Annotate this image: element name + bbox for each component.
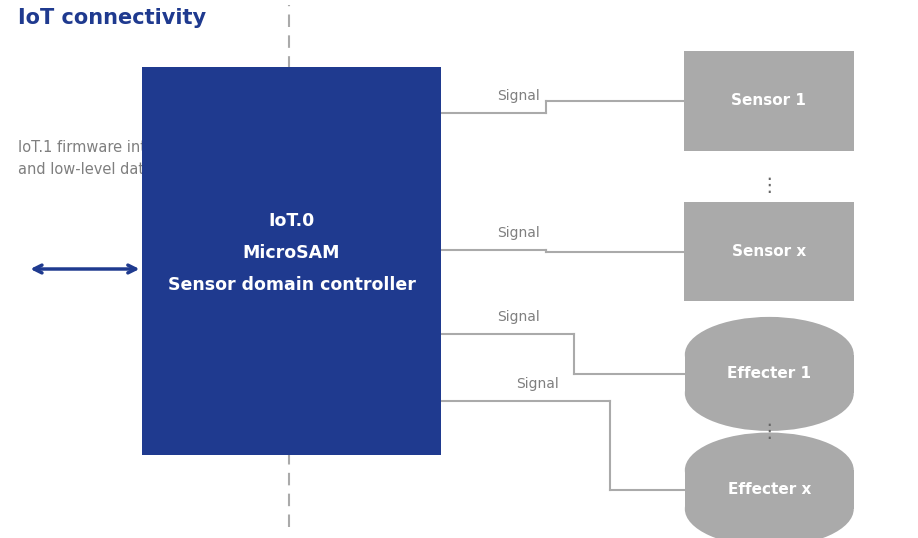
Text: ⋮: ⋮ <box>759 176 779 195</box>
Text: Signal: Signal <box>498 310 540 324</box>
Bar <box>142 67 441 455</box>
Text: Signal: Signal <box>498 226 540 240</box>
Bar <box>685 355 854 393</box>
Ellipse shape <box>685 471 854 538</box>
Text: Signal: Signal <box>516 377 558 391</box>
Bar <box>684 51 854 151</box>
Text: Effecter 1: Effecter 1 <box>727 366 812 381</box>
Text: IoT connectivity: IoT connectivity <box>18 8 207 28</box>
Text: Signal: Signal <box>498 89 540 103</box>
Bar <box>684 202 854 301</box>
Text: Effecter x: Effecter x <box>728 482 811 497</box>
Text: IoT.1 firmware interface
and low-level data model: IoT.1 firmware interface and low-level d… <box>18 140 204 177</box>
Text: Sensor 1: Sensor 1 <box>732 94 806 108</box>
Text: Sensor x: Sensor x <box>732 244 806 259</box>
Ellipse shape <box>685 356 854 431</box>
Ellipse shape <box>685 317 854 392</box>
Ellipse shape <box>685 433 854 508</box>
Text: IoT.0
MicroSAM
Sensor domain controller: IoT.0 MicroSAM Sensor domain controller <box>167 212 416 294</box>
Text: ⋮: ⋮ <box>759 422 779 441</box>
Bar <box>685 470 854 509</box>
